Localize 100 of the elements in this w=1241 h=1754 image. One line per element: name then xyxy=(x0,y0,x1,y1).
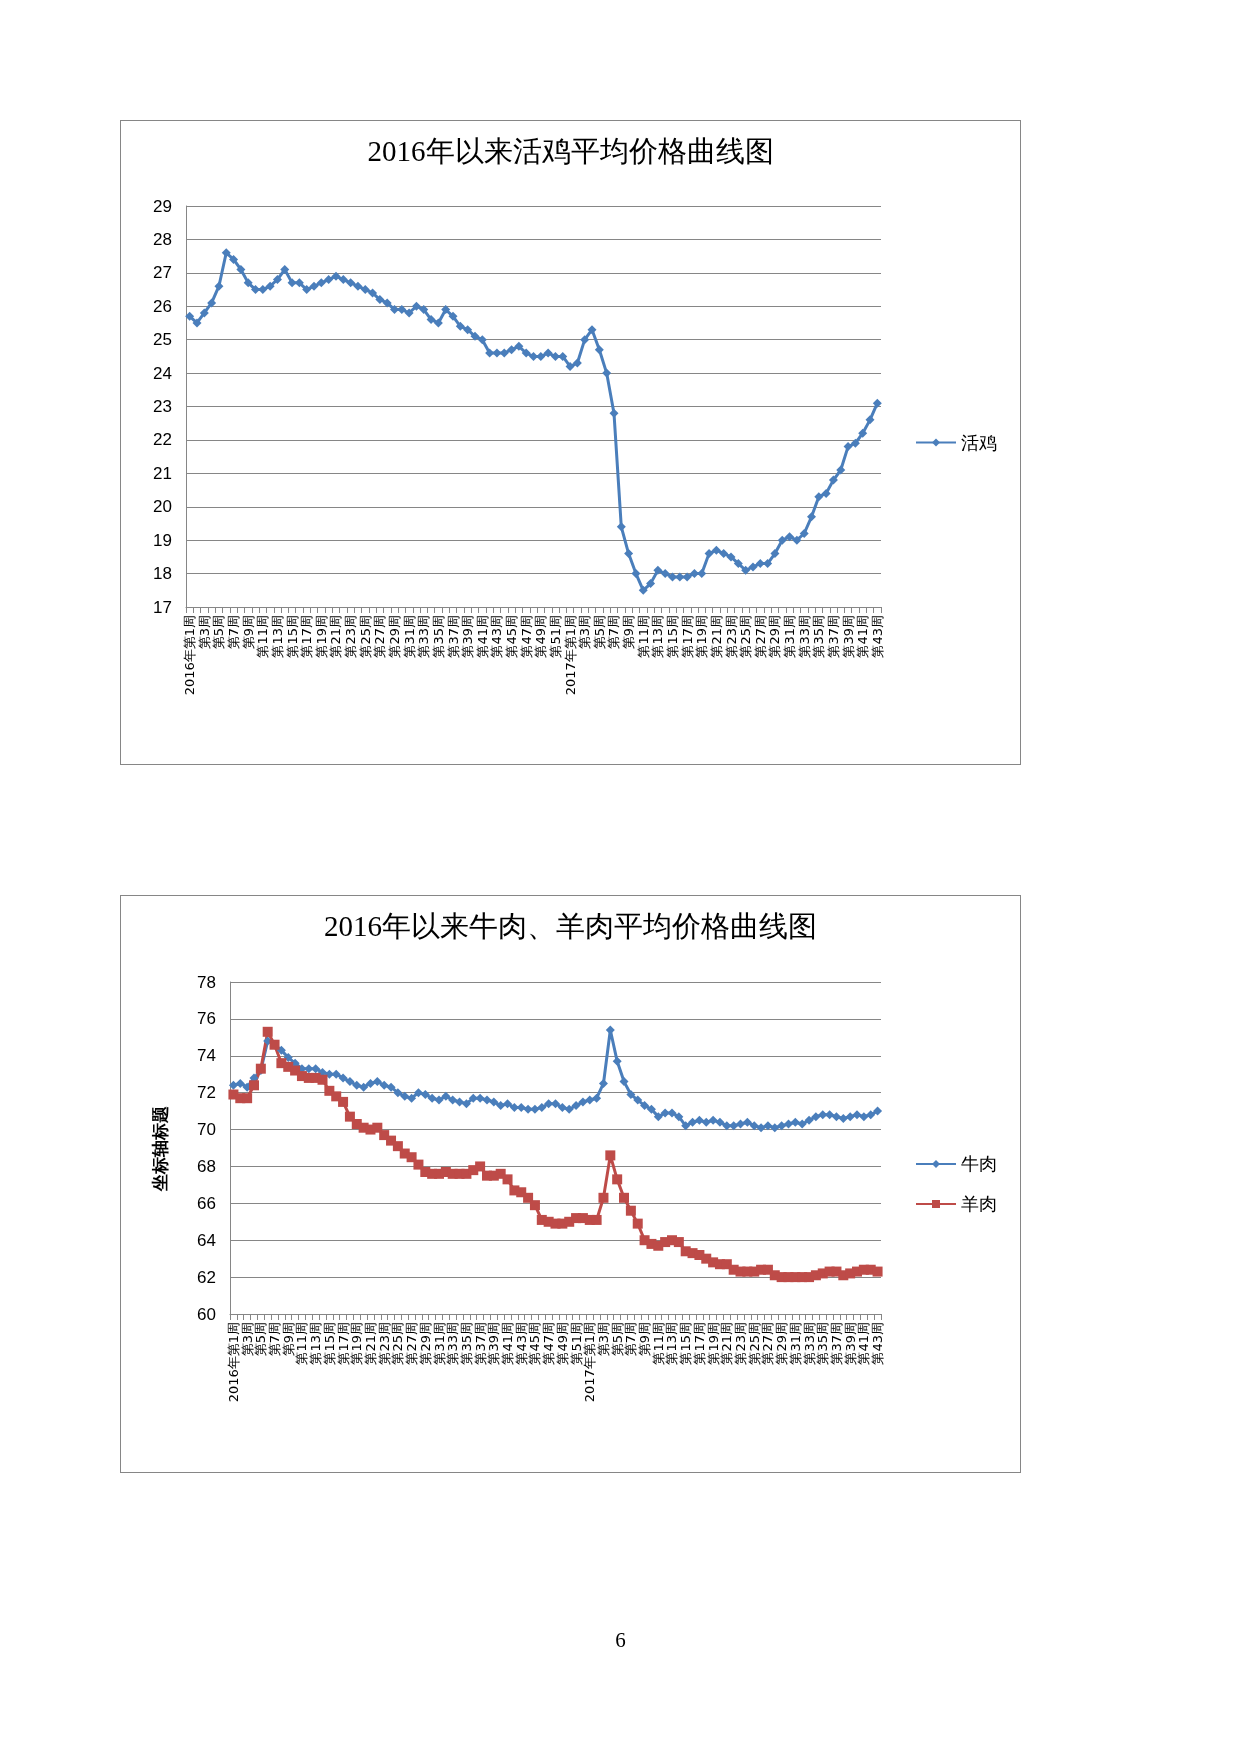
x-tick-label: 第13周 xyxy=(650,615,666,658)
x-tick-label: 第9周 xyxy=(637,1322,653,1357)
x-tick-label: 第19周 xyxy=(313,615,329,658)
x-tick-label: 第47周 xyxy=(541,1322,557,1365)
x-tick-label: 第43周 xyxy=(513,1322,529,1365)
x-tick-label: 第25周 xyxy=(390,1322,406,1365)
x-tick-label: 第25周 xyxy=(746,1322,762,1365)
x-tick-label: 第45周 xyxy=(504,615,520,658)
x-tick-label: 第33周 xyxy=(796,615,812,658)
x-tick-label: 第11周 xyxy=(255,615,271,658)
y-tick-label: 19 xyxy=(153,530,172,550)
y-tick-label: 26 xyxy=(153,296,172,316)
x-tick-label: 第25周 xyxy=(738,615,754,658)
y-tick-label: 29 xyxy=(153,196,172,216)
x-tick-label: 第3周 xyxy=(196,615,212,650)
x-tick-label: 第3周 xyxy=(595,1322,611,1357)
y-tick-label: 62 xyxy=(197,1267,216,1287)
y-tick-label: 64 xyxy=(197,1230,216,1250)
y-tick-label: 28 xyxy=(153,229,172,249)
legend-label: 牛肉 xyxy=(961,1154,997,1174)
x-tick-label: 第49周 xyxy=(554,1322,570,1365)
x-tick-label: 第7周 xyxy=(226,615,242,650)
y-tick-label: 22 xyxy=(153,430,172,450)
x-tick-label: 第29周 xyxy=(774,1322,790,1365)
x-tick-label: 第43周 xyxy=(489,615,505,658)
x-tick-label: 第35周 xyxy=(815,1322,831,1365)
y-axis-title: 坐标轴标题 xyxy=(149,1105,170,1192)
x-tick-label: 第41周 xyxy=(500,1322,516,1365)
chart-title: 2016年以来活鸡平均价格曲线图 xyxy=(367,134,774,167)
x-tick-label: 第17周 xyxy=(299,615,315,658)
x-tick-label: 第11周 xyxy=(650,1322,666,1365)
x-tick-label: 第41周 xyxy=(855,615,871,658)
x-tick-label: 第7周 xyxy=(623,1322,639,1357)
x-tick-label: 第11周 xyxy=(294,1322,310,1365)
y-tick-label: 20 xyxy=(153,497,172,517)
x-tick-label: 第29周 xyxy=(767,615,783,658)
x-tick-label: 第19周 xyxy=(694,615,710,658)
x-tick-label: 第5周 xyxy=(253,1322,269,1357)
x-tick-label: 第37周 xyxy=(445,615,461,658)
x-tick-label: 第13周 xyxy=(308,1322,324,1365)
x-tick-label: 第9周 xyxy=(280,1322,296,1357)
x-tick-label: 第7周 xyxy=(606,615,622,650)
x-tick-label: 第3周 xyxy=(239,1322,255,1357)
x-tick-label: 第35周 xyxy=(458,1322,474,1365)
x-tick-label: 第15周 xyxy=(321,1322,337,1365)
x-tick-label: 第19周 xyxy=(705,1322,721,1365)
x-tick-label: 第35周 xyxy=(811,615,827,658)
y-tick-label: 76 xyxy=(197,1009,216,1029)
y-tick-label: 24 xyxy=(153,363,172,383)
x-tick-label: 2016年第1周 xyxy=(182,615,198,696)
legend-label: 羊肉 xyxy=(961,1194,997,1214)
x-tick-label: 第5周 xyxy=(591,615,607,650)
x-tick-label: 第23周 xyxy=(723,615,739,658)
y-tick-label: 17 xyxy=(153,597,172,617)
chart-title: 2016年以来牛肉、羊肉平均价格曲线图 xyxy=(324,909,817,942)
y-tick-label: 70 xyxy=(197,1120,216,1140)
x-tick-label: 2016年第1周 xyxy=(225,1322,241,1403)
x-tick-label: 第33周 xyxy=(416,615,432,658)
x-tick-label: 第39周 xyxy=(842,1322,858,1365)
x-tick-label: 第11周 xyxy=(635,615,651,658)
x-tick-label: 第43周 xyxy=(869,615,885,658)
x-tick-label: 第19周 xyxy=(349,1322,365,1365)
x-tick-label: 第45周 xyxy=(527,1322,543,1365)
x-tick-label: 第17周 xyxy=(335,1322,351,1365)
x-tick-label: 第27周 xyxy=(404,1322,420,1365)
x-tick-label: 第39周 xyxy=(840,615,856,658)
y-tick-label: 72 xyxy=(197,1083,216,1103)
x-tick-label: 第15周 xyxy=(284,615,300,658)
x-tick-label: 第25周 xyxy=(357,615,373,658)
x-tick-label: 第31周 xyxy=(401,615,417,658)
y-tick-label: 18 xyxy=(153,564,172,584)
x-tick-label: 第37周 xyxy=(825,615,841,658)
x-tick-label: 2017年第1周 xyxy=(562,615,578,696)
x-tick-label: 第33周 xyxy=(445,1322,461,1365)
y-tick-label: 66 xyxy=(197,1193,216,1213)
x-tick-label: 第23周 xyxy=(343,615,359,658)
x-tick-label: 第17周 xyxy=(691,1322,707,1365)
x-tick-label: 第13周 xyxy=(269,615,285,658)
y-tick-label: 27 xyxy=(153,263,172,283)
x-tick-label: 第21周 xyxy=(328,615,344,658)
x-tick-label: 第47周 xyxy=(518,615,534,658)
x-tick-label: 第37周 xyxy=(828,1322,844,1365)
x-tick-label: 第23周 xyxy=(376,1322,392,1365)
x-tick-label: 第17周 xyxy=(679,615,695,658)
x-tick-label: 第35周 xyxy=(430,615,446,658)
y-tick-label: 74 xyxy=(197,1046,216,1066)
x-tick-label: 第51周 xyxy=(568,1322,584,1365)
x-tick-label: 第9周 xyxy=(621,615,637,650)
y-tick-label: 23 xyxy=(153,397,172,416)
x-tick-label: 第21周 xyxy=(708,615,724,658)
text: 6 xyxy=(614,1628,627,1653)
x-tick-label: 第31周 xyxy=(787,1322,803,1365)
x-tick-label: 第41周 xyxy=(474,615,490,658)
x-tick-label: 第29周 xyxy=(417,1322,433,1365)
x-tick-label: 第9周 xyxy=(240,615,256,650)
x-tick-label: 2017年第1周 xyxy=(582,1322,598,1403)
x-tick-label: 第27周 xyxy=(760,1322,776,1365)
x-tick-label: 第15周 xyxy=(665,615,680,658)
x-tick-label: 第15周 xyxy=(678,1322,694,1365)
x-tick-label: 第23周 xyxy=(733,1322,749,1365)
